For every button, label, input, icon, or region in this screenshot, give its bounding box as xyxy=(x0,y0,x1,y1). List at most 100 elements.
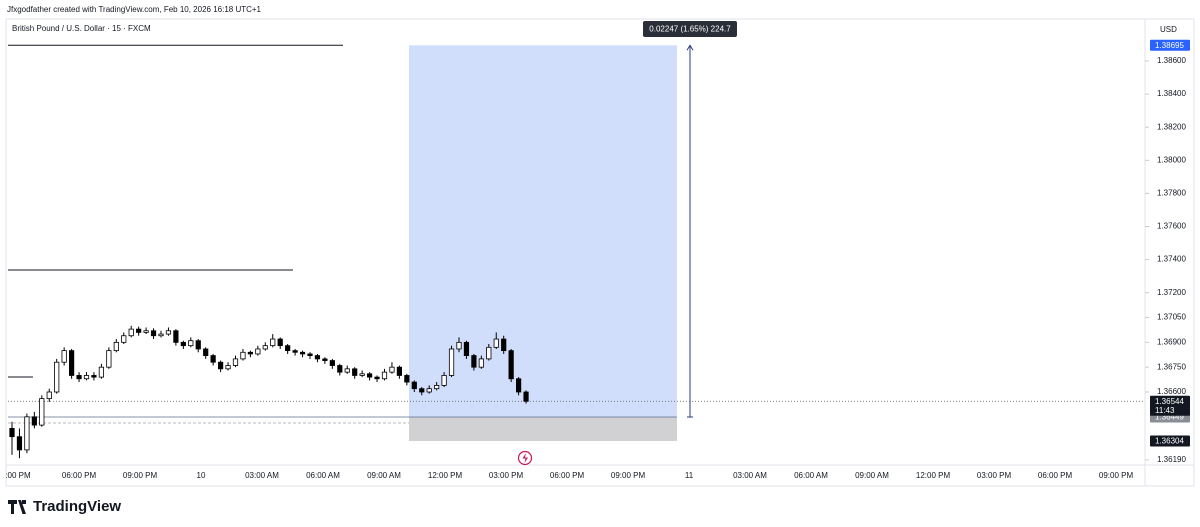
candle-body xyxy=(106,350,112,368)
alert-icon xyxy=(517,450,533,466)
x-tick-label: 09:00 AM xyxy=(367,471,401,480)
candle-body xyxy=(61,350,67,363)
candle-body xyxy=(329,360,335,366)
candle-body xyxy=(16,436,23,451)
last-price-badge-bg xyxy=(1150,395,1190,416)
candle-body xyxy=(46,391,52,400)
x-tick-label: 10 xyxy=(197,471,206,480)
y-tick-label: 1.37600 xyxy=(1157,222,1186,231)
candle-body xyxy=(486,346,492,360)
candle-body xyxy=(91,375,97,378)
y-tick-label: 1.37400 xyxy=(1157,255,1186,264)
candle-body xyxy=(143,330,149,333)
target-badge: 1.38695 xyxy=(1155,41,1184,50)
candle-body xyxy=(217,361,224,370)
candle-body xyxy=(337,365,343,373)
y-tick-label: 1.36900 xyxy=(1157,337,1186,346)
candle-body xyxy=(441,375,447,386)
candle-body xyxy=(307,353,313,356)
x-tick-label: 03:00 PM xyxy=(977,471,1012,480)
x-tick-label: 09:00 AM xyxy=(855,471,889,480)
candle-body xyxy=(76,375,82,380)
y-tick-label: 1.36750 xyxy=(1157,362,1186,371)
candle-body xyxy=(173,330,179,343)
x-tick-label: 06:00 PM xyxy=(1038,471,1073,480)
x-tick-label: :00 PM xyxy=(5,471,31,480)
measure-tooltip: 0.02247 (1.65%) 224.7 xyxy=(649,25,731,34)
candle-body xyxy=(434,384,440,390)
candle-body xyxy=(113,341,119,352)
candle-body xyxy=(240,351,246,360)
candle-body xyxy=(247,351,253,355)
candle-body xyxy=(411,381,417,390)
stop-badge: 1.36304 xyxy=(1155,437,1184,446)
y-tick-label: 1.38000 xyxy=(1157,155,1186,164)
y-tick-label: 1.37200 xyxy=(1157,288,1186,297)
candle-body xyxy=(396,366,403,376)
candle-body xyxy=(195,340,201,350)
x-tick-label: 03:00 AM xyxy=(245,471,279,480)
candle-body xyxy=(39,398,45,426)
candle-body xyxy=(136,328,142,333)
x-tick-label: 03:00 AM xyxy=(733,471,767,480)
candle-body xyxy=(128,328,134,337)
candle-body xyxy=(203,348,209,356)
candle-body xyxy=(471,355,477,368)
candle-body xyxy=(232,358,239,366)
y-tick-label: 1.36190 xyxy=(1157,455,1186,464)
candle-body xyxy=(352,368,358,376)
x-tick-label: 09:00 PM xyxy=(123,471,158,480)
candle-body xyxy=(322,358,328,361)
symbol-title: British Pound / U.S. Dollar · 15 · FXCM xyxy=(12,24,151,33)
measure-arrowhead xyxy=(686,44,694,51)
candle-body xyxy=(69,350,75,376)
candle-body xyxy=(285,345,291,352)
candle-body xyxy=(516,378,522,393)
candle-body xyxy=(165,330,172,335)
x-tick-label: 12:00 PM xyxy=(916,471,951,480)
candle-body xyxy=(389,366,395,373)
candle-body xyxy=(404,375,410,383)
candle-body xyxy=(158,333,164,337)
candle-body xyxy=(54,361,60,393)
x-tick-label: 09:00 PM xyxy=(1099,471,1134,480)
candle-body xyxy=(299,351,306,355)
candle-body xyxy=(523,391,529,402)
candle-body xyxy=(98,366,104,378)
stop-badge-bg xyxy=(1150,435,1190,447)
x-tick-label: 06:00 AM xyxy=(794,471,828,480)
x-tick-label: 06:00 PM xyxy=(550,471,585,480)
candle-body xyxy=(188,340,194,347)
candle-body xyxy=(180,341,186,347)
candle-body xyxy=(366,373,373,378)
y-tick-label: 1.38200 xyxy=(1157,122,1186,131)
candle-body xyxy=(210,355,216,363)
y-tick-label: 1.37800 xyxy=(1157,189,1186,198)
candle-body xyxy=(121,335,127,343)
attribution: Jfxgodfather created with TradingView.co… xyxy=(7,5,262,14)
measure-tooltip-bg xyxy=(643,21,737,37)
candle-body xyxy=(225,365,231,370)
candle-body xyxy=(262,345,268,350)
alert-bolt xyxy=(522,453,528,463)
x-tick-label: 06:00 PM xyxy=(62,471,97,480)
brand: TradingView xyxy=(33,498,121,515)
candle-body xyxy=(150,330,157,337)
candle-body xyxy=(344,368,350,373)
position-loss-zone xyxy=(409,416,677,441)
candle-body xyxy=(456,341,462,350)
candle-body xyxy=(374,376,380,380)
y-tick-label: 1.36600 xyxy=(1157,387,1186,396)
plot: 0.02247 (1.65%) 224.7 1.38600 1.38400 1.382… xyxy=(5,21,1190,480)
footer-logo: TradingView xyxy=(8,498,121,515)
currency: USD xyxy=(1160,25,1177,34)
candle-body xyxy=(508,350,514,380)
countdown: 11:43 xyxy=(1155,406,1175,415)
candle-body xyxy=(314,355,321,360)
x-tick-label: 06:00 AM xyxy=(306,471,340,480)
alert-circle xyxy=(517,450,533,466)
candle-body xyxy=(463,341,470,356)
entry-badge: 1.36449 xyxy=(1155,413,1184,422)
candle-body xyxy=(381,371,388,380)
x-tick-label: 12:00 PM xyxy=(428,471,463,480)
